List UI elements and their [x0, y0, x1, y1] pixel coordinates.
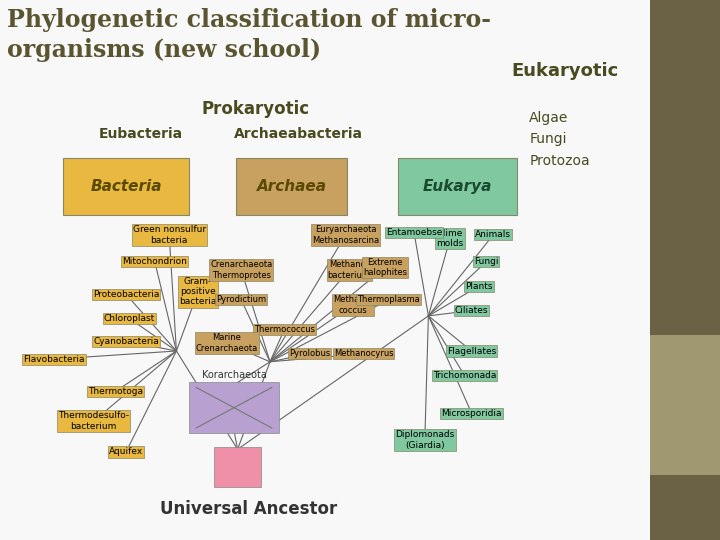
Text: Archaea: Archaea [256, 179, 327, 194]
Text: Eubacteria: Eubacteria [99, 127, 182, 141]
Text: Prokaryotic: Prokaryotic [202, 100, 310, 118]
Text: Methano-
coccus: Methano- coccus [333, 295, 373, 315]
Text: Aquifex: Aquifex [109, 448, 143, 456]
Text: Diplomonads
(Giardia): Diplomonads (Giardia) [395, 430, 454, 450]
Text: Plants: Plants [465, 282, 492, 291]
Text: Entamoebse: Entamoebse [386, 228, 442, 237]
Text: Crenarchaeota
Thermoprotes: Crenarchaeota Thermoprotes [210, 260, 272, 280]
FancyBboxPatch shape [215, 447, 261, 487]
Text: Fungi: Fungi [474, 258, 498, 266]
Text: Korarchaeota: Korarchaeota [202, 370, 266, 380]
Text: Thermococcus: Thermococcus [254, 325, 315, 334]
Text: Slime
molds: Slime molds [436, 229, 464, 248]
Text: Chloroplast: Chloroplast [104, 314, 156, 323]
Text: Flavobacteria: Flavobacteria [23, 355, 85, 363]
FancyBboxPatch shape [63, 158, 189, 214]
Text: Phylogenetic classification of micro-: Phylogenetic classification of micro- [7, 8, 491, 32]
Text: Microsporidia: Microsporidia [441, 409, 502, 417]
Text: Trichomonada: Trichomonada [433, 371, 496, 380]
Text: Protozoa: Protozoa [529, 154, 590, 168]
Text: Mitochondrion: Mitochondrion [122, 258, 187, 266]
Text: Eukaryotic: Eukaryotic [511, 62, 618, 80]
Text: Green nonsulfur
bacteria: Green nonsulfur bacteria [132, 225, 206, 245]
FancyBboxPatch shape [397, 158, 517, 214]
Text: Ciliates: Ciliates [455, 306, 488, 315]
Text: Flagellates: Flagellates [447, 347, 496, 355]
Text: Animals: Animals [475, 231, 511, 239]
Text: Bacteria: Bacteria [90, 179, 162, 194]
Text: Fungi: Fungi [529, 132, 567, 146]
Text: Thermoplasma: Thermoplasma [357, 295, 420, 304]
Text: Gram-
positive
bacteria: Gram- positive bacteria [179, 276, 217, 307]
FancyBboxPatch shape [236, 158, 348, 214]
Text: Cyanobacteria: Cyanobacteria [93, 337, 159, 346]
Text: Methanocyrus: Methanocyrus [334, 349, 393, 358]
Bar [650, 0, 720, 335]
Text: Universal Ancestor: Universal Ancestor [160, 500, 337, 517]
Bar [650, 475, 720, 540]
Text: Marine
Crenarchaeota: Marine Crenarchaeota [196, 333, 258, 353]
Text: Euryarchaeota
Methanosarcina: Euryarchaeota Methanosarcina [312, 225, 379, 245]
FancyBboxPatch shape [189, 382, 279, 433]
Text: Pyrodictium: Pyrodictium [216, 295, 266, 304]
Text: Proteobacteria: Proteobacteria [93, 290, 159, 299]
Text: Thermodesulfo-
bacterium: Thermodesulfo- bacterium [58, 411, 129, 431]
Text: Algae: Algae [529, 111, 569, 125]
Text: Pyrolobus: Pyrolobus [289, 349, 330, 358]
Bar [650, 335, 720, 475]
Text: Extreme
halophites: Extreme halophites [363, 258, 408, 277]
Text: Eukarya: Eukarya [423, 179, 492, 194]
Text: Methano-
bacterium: Methano- bacterium [328, 260, 371, 280]
Text: Archaeabacteria: Archaeabacteria [234, 127, 364, 141]
Text: organisms (new school): organisms (new school) [7, 38, 321, 62]
Text: Thermotoga: Thermotoga [88, 387, 143, 396]
